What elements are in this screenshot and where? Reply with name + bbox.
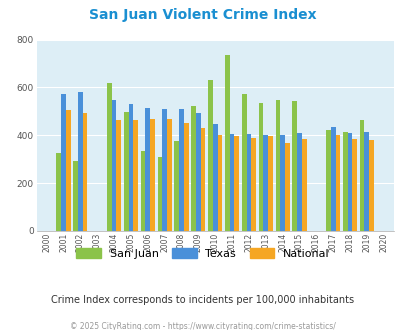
Bar <box>200 128 205 231</box>
Bar <box>56 153 61 231</box>
Bar <box>246 134 251 231</box>
Bar <box>145 108 150 231</box>
Bar <box>196 113 200 231</box>
Bar <box>229 134 234 231</box>
Bar <box>296 133 301 231</box>
Bar <box>301 139 306 231</box>
Text: San Juan Violent Crime Index: San Juan Violent Crime Index <box>89 8 316 22</box>
Bar <box>352 139 356 231</box>
Text: Crime Index corresponds to incidents per 100,000 inhabitants: Crime Index corresponds to incidents per… <box>51 295 354 305</box>
Bar <box>284 144 289 231</box>
Bar <box>133 120 138 231</box>
Bar <box>251 138 255 231</box>
Bar <box>111 100 116 231</box>
Bar <box>359 120 364 231</box>
Bar <box>241 94 246 231</box>
Bar <box>342 132 347 231</box>
Bar <box>83 113 87 231</box>
Bar <box>368 140 373 231</box>
Bar <box>166 119 171 231</box>
Bar <box>275 100 279 231</box>
Bar <box>191 106 196 231</box>
Bar <box>162 109 166 231</box>
Bar <box>258 103 263 231</box>
Bar <box>107 83 111 231</box>
Bar <box>124 112 128 231</box>
Bar <box>234 136 239 231</box>
Bar <box>179 109 183 231</box>
Bar <box>174 141 179 231</box>
Bar <box>267 136 272 231</box>
Bar <box>325 130 330 231</box>
Bar <box>335 135 339 231</box>
Bar <box>73 161 78 231</box>
Bar <box>66 111 70 231</box>
Bar <box>116 120 121 231</box>
Bar <box>212 124 217 231</box>
Bar <box>78 92 83 231</box>
Text: © 2025 CityRating.com - https://www.cityrating.com/crime-statistics/: © 2025 CityRating.com - https://www.city… <box>70 322 335 330</box>
Bar <box>157 157 162 231</box>
Bar <box>279 135 284 231</box>
Bar <box>141 151 145 231</box>
Legend: San Juan, Texas, National: San Juan, Texas, National <box>72 244 333 263</box>
Bar <box>347 133 352 231</box>
Bar <box>61 94 66 231</box>
Bar <box>330 127 335 231</box>
Bar <box>224 55 229 231</box>
Bar <box>292 101 296 231</box>
Bar <box>128 104 133 231</box>
Bar <box>183 123 188 231</box>
Bar <box>208 80 212 231</box>
Bar <box>263 135 267 231</box>
Bar <box>217 135 222 231</box>
Bar <box>364 132 368 231</box>
Bar <box>150 118 154 231</box>
